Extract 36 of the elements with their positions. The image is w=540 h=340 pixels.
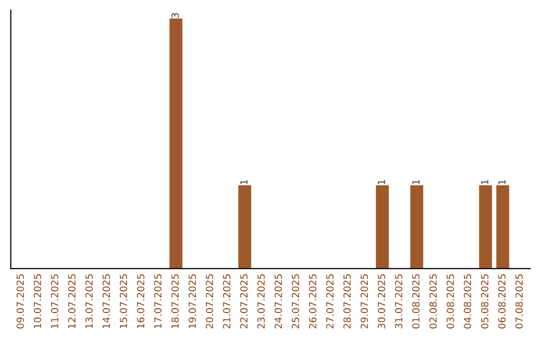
x-tick-label: 01.08.2025 <box>412 274 420 328</box>
x-tick-label: 13.07.2025 <box>85 274 93 328</box>
x-tick-label: 10.07.2025 <box>34 274 42 328</box>
x-tick-label: 23.07.2025 <box>257 274 265 328</box>
x-tick-label: 21.07.2025 <box>223 274 230 328</box>
x-tick-label: 15.07.2025 <box>120 274 128 328</box>
x-tick-label: 27.07.2025 <box>326 274 334 328</box>
x-tick-label: 05.08.2025 <box>481 274 488 328</box>
x-tick-label: 31.07.2025 <box>395 274 402 328</box>
x-tick-label: 30.07.2025 <box>378 274 386 328</box>
x-tick-label: 14.07.2025 <box>102 274 110 328</box>
x-tick-label: 17.07.2025 <box>154 274 162 328</box>
x-tick-label: 19.07.2025 <box>188 274 196 328</box>
x-tick-label: 18.07.2025 <box>171 274 179 328</box>
x-tick-label: 28.07.2025 <box>343 274 351 328</box>
x-tick-label: 29.07.2025 <box>360 274 368 328</box>
x-tick-label: 06.08.2025 <box>498 274 506 328</box>
x-tick-label: 20.07.2025 <box>206 274 214 328</box>
x-tick-label: 24.07.2025 <box>274 274 282 328</box>
data-label: 1 <box>378 180 386 184</box>
data-label: 3 <box>171 13 179 18</box>
x-tick-label: 11.07.2025 <box>50 274 58 328</box>
data-label: 1 <box>240 180 248 184</box>
x-tick-label: 22.07.2025 <box>240 274 248 328</box>
x-tick-label: 02.08.2025 <box>429 274 437 328</box>
data-label: 1 <box>412 180 420 184</box>
x-tick-label: 26.07.2025 <box>309 274 316 328</box>
data-label: 1 <box>481 180 488 184</box>
x-tick-label: 25.07.2025 <box>292 274 300 328</box>
x-tick-label: 04.08.2025 <box>464 274 472 328</box>
x-tick-label: 12.07.2025 <box>68 274 76 328</box>
x-tick-label: 09.07.2025 <box>16 274 24 328</box>
data-label: 1 <box>498 180 506 184</box>
x-tick-label: 07.08.2025 <box>515 274 523 328</box>
x-tick-label: 16.07.2025 <box>136 274 144 328</box>
x-tick-label: 03.08.2025 <box>446 274 454 328</box>
